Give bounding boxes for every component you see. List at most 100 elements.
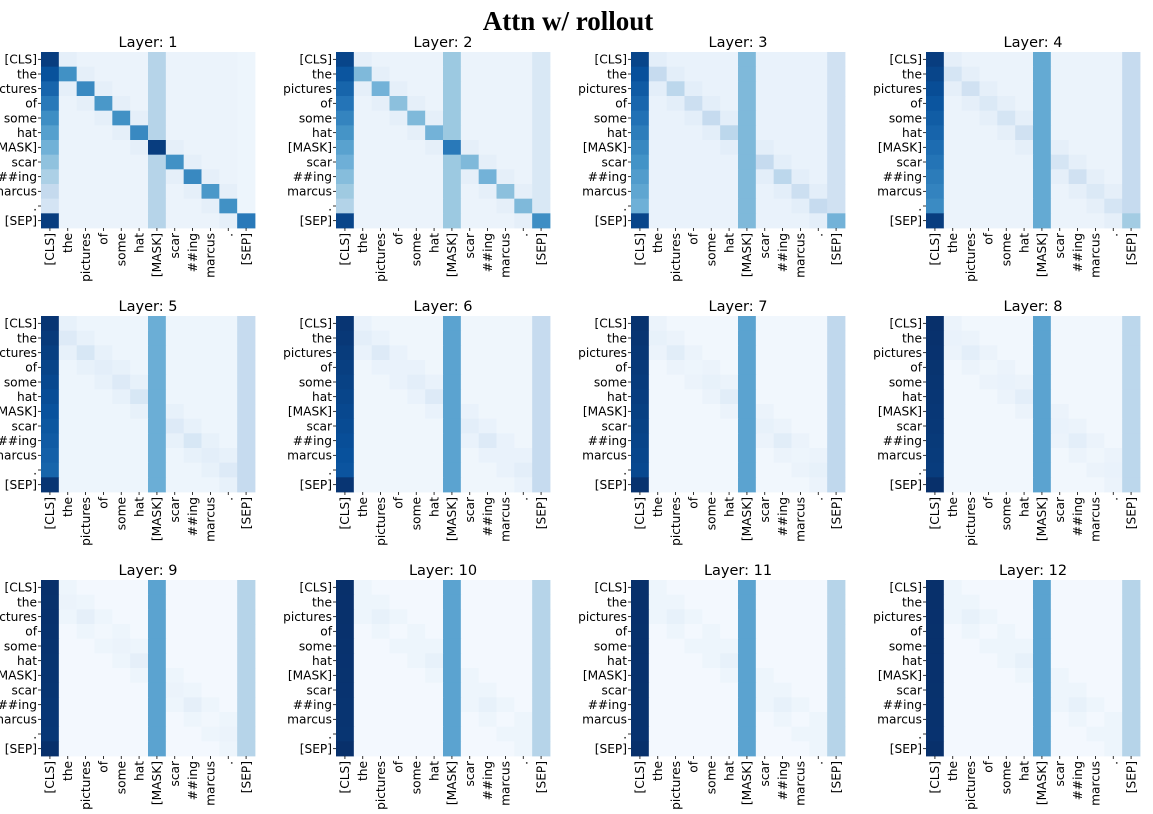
heatmap-cell <box>1104 580 1123 596</box>
x-tick-label: pictures <box>79 761 93 810</box>
x-tick-label: hat <box>722 233 736 253</box>
heatmap-cell <box>353 638 373 654</box>
heatmap-cell <box>407 169 426 185</box>
heatmap-cell <box>979 125 998 141</box>
x-tick-label: of <box>97 760 111 772</box>
heatmap-cell <box>926 609 945 625</box>
heatmap-cell <box>237 198 256 214</box>
heatmap-cell <box>478 594 497 610</box>
heatmap-cell <box>809 682 828 698</box>
heatmap-cell <box>496 96 515 112</box>
heatmap-cell <box>738 81 757 97</box>
heatmap-cell <box>237 110 256 126</box>
heatmap-cell <box>702 477 721 493</box>
heatmap-cell <box>183 374 202 390</box>
heatmap-cell <box>702 624 721 640</box>
y-tick-label: . <box>918 463 922 477</box>
heatmap-cell <box>791 477 810 493</box>
heatmap-cell <box>926 374 945 390</box>
heatmap-cell <box>219 374 238 390</box>
y-tick-label: pictures <box>0 610 37 624</box>
y-tick-label: [CLS] <box>889 317 922 331</box>
heatmap-cell <box>478 697 497 713</box>
heatmap-cell <box>648 110 668 126</box>
heatmap-cell <box>827 477 846 493</box>
heatmap-cell <box>94 668 113 684</box>
heatmap-cell <box>112 169 131 185</box>
heatmap-cell <box>1122 66 1141 82</box>
heatmap-cell <box>336 198 355 214</box>
heatmap-cell <box>684 668 703 684</box>
heatmap-cell <box>773 741 792 757</box>
heatmap-cell <box>219 96 238 112</box>
heatmap-cell <box>1015 682 1034 698</box>
heatmap-cell <box>961 96 980 112</box>
x-tick-label: ##ing <box>1071 233 1085 272</box>
heatmap-cell <box>1015 594 1034 610</box>
heatmap-cell <box>183 638 202 654</box>
heatmap-panel: Layer: 5[CLS]thepicturesofsomehat[MASK]s… <box>0 299 256 546</box>
heatmap-cell <box>94 741 113 757</box>
heatmap-cell <box>112 374 131 390</box>
heatmap-cell <box>389 462 408 478</box>
heatmap-cell <box>666 682 685 698</box>
heatmap-cell <box>666 81 685 97</box>
heatmap-cell <box>389 169 408 185</box>
heatmap-cell <box>1050 594 1070 610</box>
heatmap-cell <box>496 741 515 757</box>
heatmap-cell <box>1086 580 1105 596</box>
heatmap-cell <box>389 741 408 757</box>
heatmap-cell <box>773 653 792 669</box>
heatmap-cell <box>425 316 444 332</box>
y-tick-label: the <box>17 67 37 81</box>
y-tick-label: scar <box>601 419 628 433</box>
heatmap-cell <box>1033 66 1052 82</box>
heatmap-cell <box>389 184 408 200</box>
heatmap-cell <box>1122 198 1141 214</box>
heatmap-cell <box>1050 81 1070 97</box>
heatmap-cell <box>219 52 238 68</box>
heatmap-cell <box>1033 682 1052 698</box>
heatmap-cell <box>514 81 533 97</box>
heatmap-cell <box>773 668 792 684</box>
heatmap-cell <box>791 66 810 82</box>
x-tick-label: [MASK] <box>150 761 164 805</box>
heatmap-cell <box>773 580 792 596</box>
heatmap-cell <box>720 609 739 625</box>
heatmap-cell <box>1068 330 1087 346</box>
heatmap-cell <box>738 110 757 126</box>
heatmap-cell <box>478 580 497 596</box>
heatmap-cell <box>514 609 533 625</box>
heatmap-cell <box>702 638 721 654</box>
heatmap-cell <box>496 52 515 68</box>
heatmap-cell <box>720 418 739 434</box>
heatmap-cell <box>460 638 480 654</box>
y-tick-label: [SEP] <box>890 742 922 756</box>
heatmap-cell <box>827 668 846 684</box>
heatmap-cell <box>148 418 167 434</box>
heatmap-cell <box>755 477 775 493</box>
y-tick-label: marcus <box>287 185 332 199</box>
y-tick-label: [SEP] <box>300 214 332 228</box>
x-tick-label: ##ing <box>186 233 200 272</box>
heatmap-cell <box>1068 184 1087 200</box>
heatmap-cell <box>961 668 980 684</box>
y-tick-label: of <box>910 361 922 375</box>
heatmap-cell <box>460 374 480 390</box>
heatmap-cell <box>773 213 792 229</box>
heatmap-cell <box>1122 316 1141 332</box>
heatmap-cell <box>94 418 113 434</box>
y-tick-label: [MASK] <box>583 669 627 683</box>
heatmap-cell <box>648 668 668 684</box>
x-tick-label: the <box>651 497 665 517</box>
heatmap-cell <box>1033 389 1052 405</box>
heatmap-cell <box>755 580 775 596</box>
heatmap-cell <box>76 726 95 742</box>
x-tick-label: the <box>61 497 75 517</box>
heatmap-cell <box>130 624 149 640</box>
heatmap-cell <box>1015 580 1034 596</box>
heatmap-cell <box>130 360 149 376</box>
heatmap-cell <box>237 125 256 141</box>
x-tick-label: the <box>946 761 960 781</box>
heatmap-cell <box>809 316 828 332</box>
